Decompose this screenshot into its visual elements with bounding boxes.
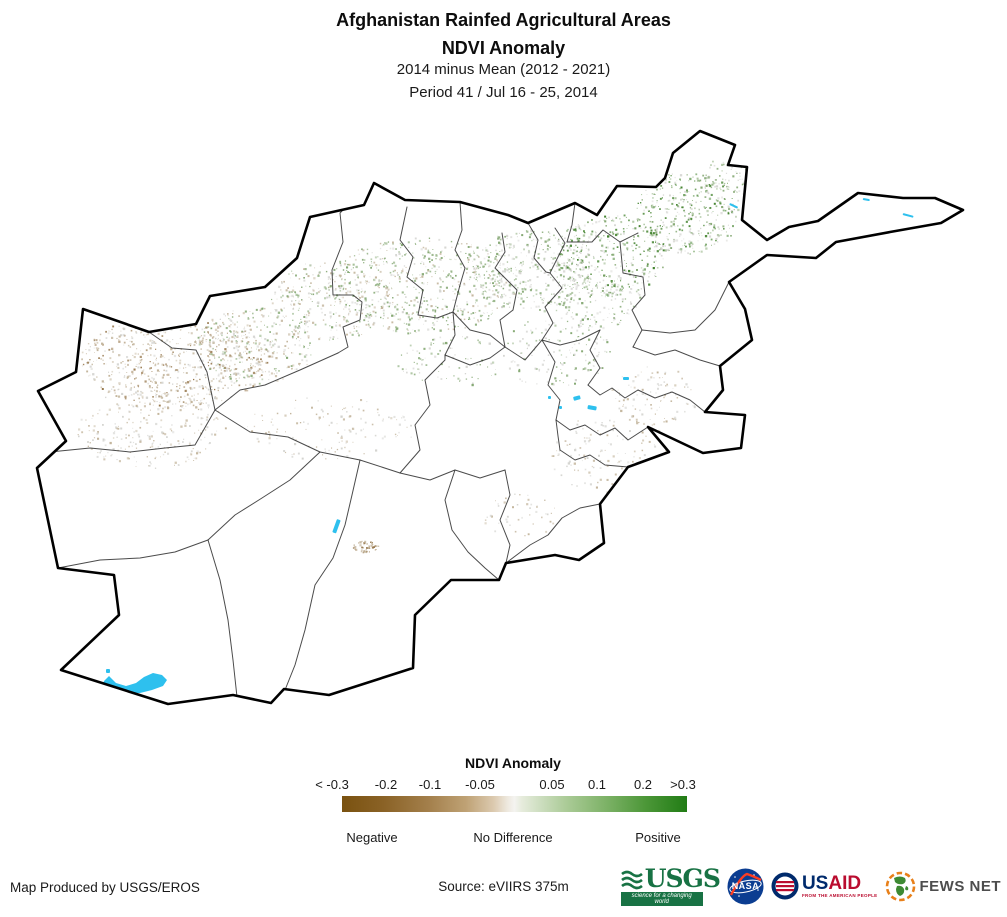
usaid-wordmark-aid: AID [828, 872, 862, 894]
map-credit: Map Produced by USGS/EROS [10, 880, 200, 895]
usgs-wordmark: USGS [644, 863, 721, 893]
usaid-tagline: FROM THE AMERICAN PEOPLE [801, 892, 878, 898]
usgs-tagline: science for a changing world [620, 891, 703, 906]
usgs-logo: USGS science for a changing world [620, 863, 721, 906]
nasa-wordmark: NASA [731, 880, 760, 891]
fewsnet-globe-icon [885, 871, 915, 901]
data-source: Source: eVIIRS 375m [438, 879, 569, 894]
logo-strip: USGS science for a changing world NASA U… [620, 863, 1002, 909]
page-subtitle-ndvi: NDVI Anomaly [441, 38, 566, 58]
page-title: Afghanistan Rainfed Agricultural Areas [336, 10, 671, 30]
nasa-logo: NASA [727, 868, 764, 905]
fewsnet-wordmark: FEWS NET [919, 877, 1001, 895]
period-label: Period 41 / Jul 16 - 25, 2014 [409, 84, 598, 101]
usaid-seal-icon [771, 872, 799, 900]
nasa-meatball-icon [727, 868, 764, 904]
usaid-logo: USAID FROM THE AMERICAN PEOPLE [771, 872, 878, 900]
fewsnet-logo: FEWS NET [885, 871, 1002, 902]
comparison-subtitle: 2014 minus Mean (2012 - 2021) [396, 61, 611, 78]
usgs-wave-icon [620, 870, 643, 889]
usaid-wordmark-us: US [801, 872, 829, 894]
